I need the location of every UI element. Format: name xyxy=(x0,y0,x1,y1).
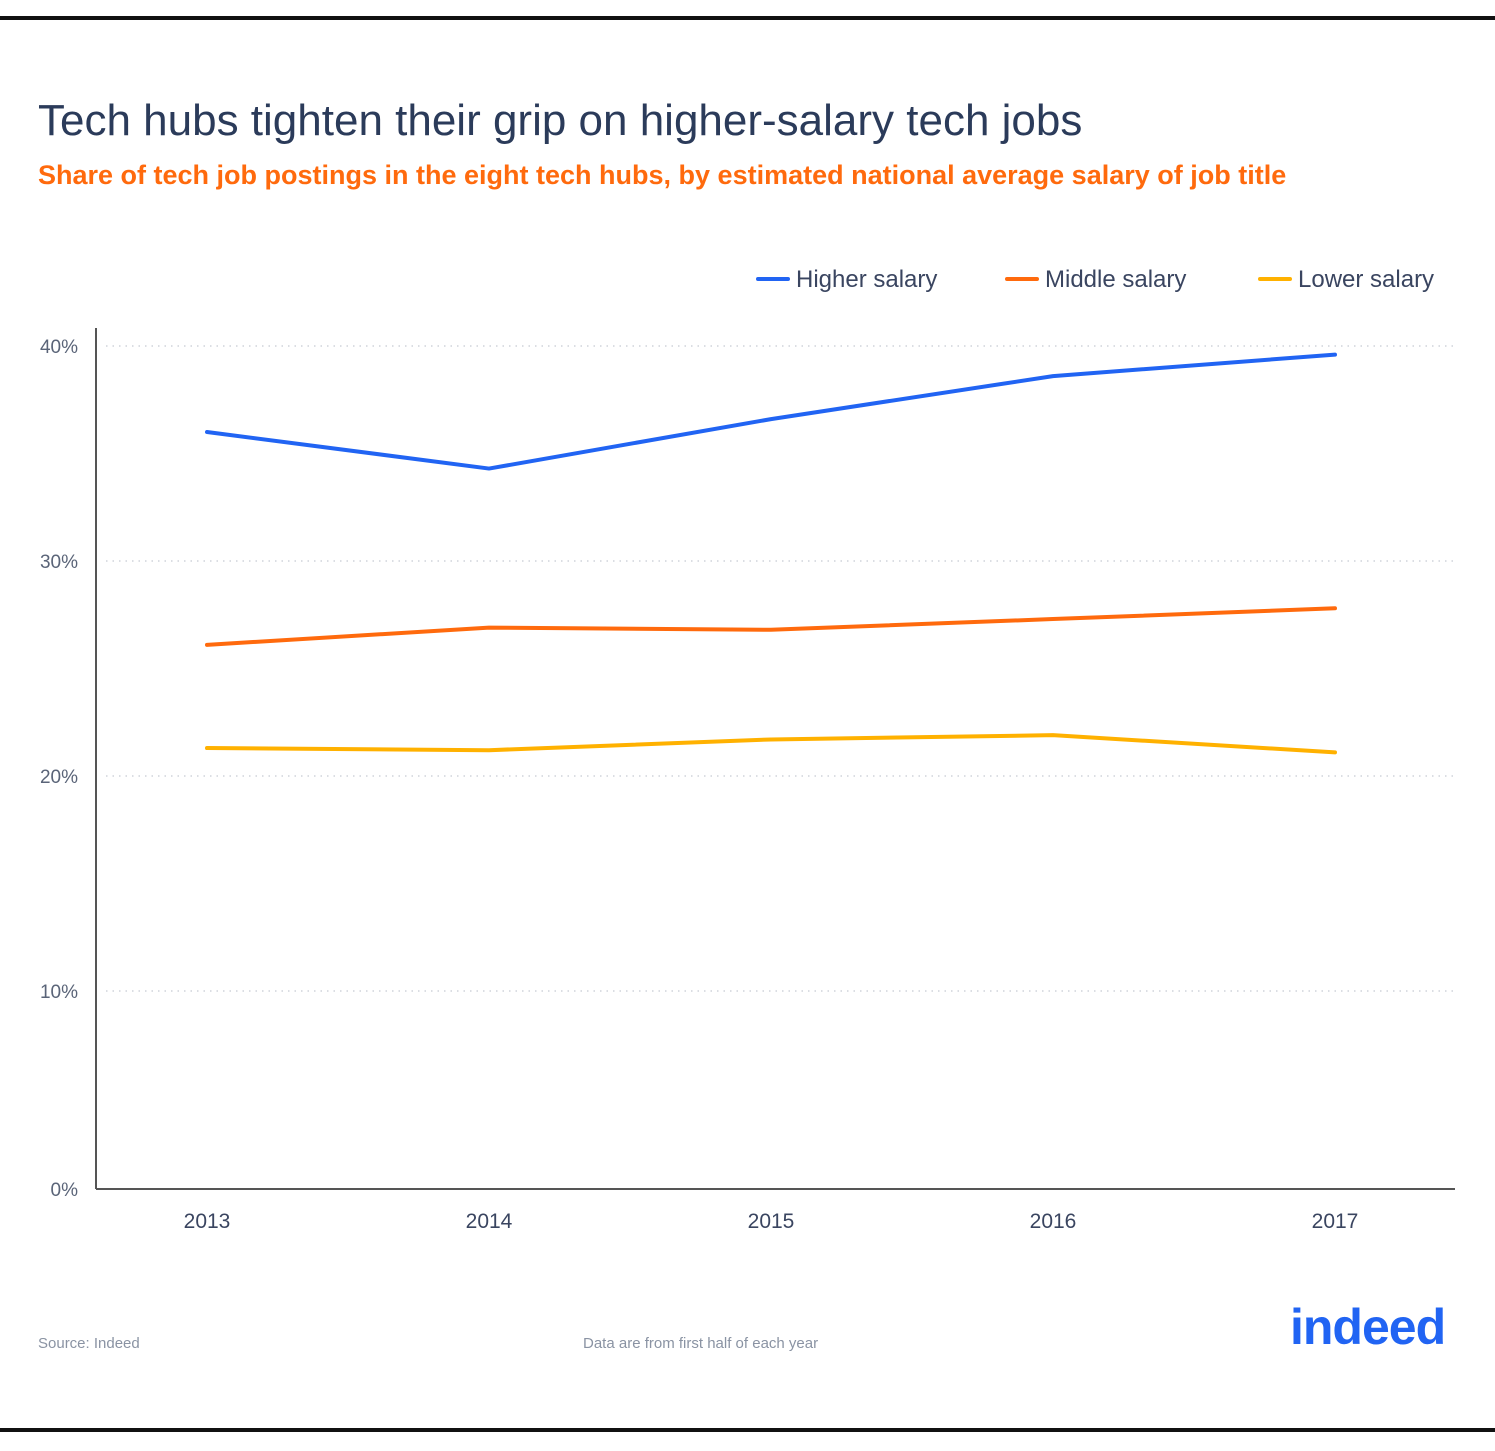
x-tick-label: 2017 xyxy=(1312,1210,1359,1233)
legend-label: Middle salary xyxy=(1045,266,1186,293)
x-tick-label: 2013 xyxy=(184,1210,231,1233)
y-tick-label: 10% xyxy=(40,982,78,1003)
bottom-border xyxy=(0,1428,1495,1432)
chart-title: Tech hubs tighten their grip on higher-s… xyxy=(38,96,1083,145)
legend-label: Lower salary xyxy=(1298,266,1434,293)
legend-label: Higher salary xyxy=(796,266,937,293)
x-tick-label: 2015 xyxy=(748,1210,795,1233)
y-tick-label: 40% xyxy=(40,337,78,358)
x-tick-label: 2016 xyxy=(1030,1210,1077,1233)
y-tick-label: 0% xyxy=(51,1180,79,1201)
series-line-lower-salary xyxy=(205,733,1337,755)
series-line-middle-salary xyxy=(205,606,1337,647)
top-border xyxy=(0,16,1495,20)
source-note: Source: Indeed xyxy=(38,1335,140,1352)
y-tick-label: 30% xyxy=(40,552,78,573)
x-tick-label: 2014 xyxy=(466,1210,513,1233)
y-tick-label: 20% xyxy=(40,767,78,788)
series-line-higher-salary xyxy=(205,352,1337,471)
data-note: Data are from first half of each year xyxy=(583,1335,819,1352)
indeed-logo: indeed xyxy=(1290,1299,1446,1355)
chart-subtitle: Share of tech job postings in the eight … xyxy=(38,160,1287,190)
